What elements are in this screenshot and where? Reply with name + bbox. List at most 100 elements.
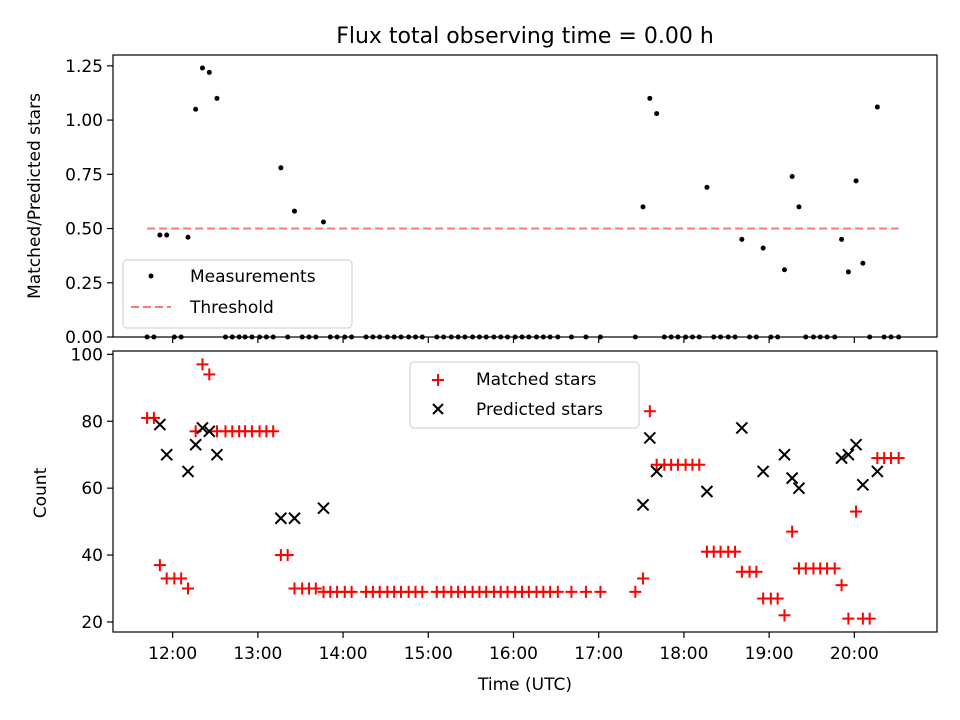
bottom-y-tick-label: 100 [71, 345, 103, 365]
measurement-point [839, 236, 845, 242]
predicted-stars-legend-marker [432, 403, 444, 415]
matched-star-marker [565, 585, 578, 598]
top-y-axis-label: Matched/Predicted stars [25, 93, 45, 299]
matched-star-marker [637, 572, 650, 585]
top-chart-title: Flux total observing time = 0.00 h [336, 24, 714, 49]
x-axis-label: Time (UTC) [477, 675, 572, 695]
measurement-point [796, 204, 802, 210]
predicted-star-marker [274, 512, 288, 525]
matched-star-marker [693, 458, 706, 471]
top-y-tick-label: 1.00 [65, 111, 103, 131]
matched-star-marker [850, 505, 863, 518]
measurements-legend-label: Measurements [190, 267, 316, 287]
matched-star-marker [842, 612, 855, 625]
predicted-star-marker [203, 425, 216, 438]
bottom-y-tick-label: 40 [81, 546, 103, 566]
x-tick-label: 16:00 [489, 644, 538, 664]
predicted-star-marker [792, 481, 806, 495]
bottom-legend-box [409, 361, 640, 429]
measurement-point [874, 104, 880, 110]
x-tick-label: 20:00 [830, 644, 879, 664]
measurement-point [320, 219, 326, 225]
matched-star-marker [147, 411, 160, 424]
measurement-point [845, 269, 851, 275]
x-tick-label: 18:00 [659, 644, 708, 664]
predicted-star-marker [756, 465, 770, 478]
matched-star-marker [828, 562, 841, 575]
predicted-stars-legend-label: Predicted stars [476, 400, 603, 420]
bottom-y-tick-label: 80 [81, 412, 103, 432]
matched-star-marker [175, 572, 188, 585]
matched-star-marker [551, 585, 564, 598]
measurement-point [704, 184, 710, 190]
predicted-star-marker [636, 498, 650, 512]
measurement-point [654, 111, 660, 117]
bottom-plot: 20 40 60 80 100 12:00 13:00 14:00 15:00 16:00 17:… [31, 345, 938, 695]
x-tick-label: 12:00 [148, 644, 197, 664]
top-legend-box [122, 259, 353, 329]
predicted-star-marker [181, 465, 195, 478]
bottom-legend: Matched stars Predicted stars [409, 361, 640, 429]
matched-star-marker [786, 525, 799, 538]
matched-star-marker [863, 612, 876, 625]
matched-stars-legend-label: Matched stars [476, 370, 596, 390]
x-tick-label: 19:00 [745, 644, 794, 664]
measurements-legend-marker [148, 273, 154, 279]
top-y-tick-label: 0.00 [65, 328, 103, 348]
matched-star-marker [771, 592, 784, 605]
bottom-y-tick-label: 20 [81, 613, 103, 633]
x-tick-label: 15:00 [404, 644, 453, 664]
measurement-point [199, 65, 205, 71]
predicted-star-marker [735, 421, 749, 435]
predicted-star-marker [317, 502, 330, 515]
x-tick-label: 14:00 [319, 644, 368, 664]
measurement-point [647, 95, 653, 101]
predicted-star-marker [871, 465, 884, 478]
measurement-point [193, 106, 199, 112]
matched-star-marker [281, 549, 294, 562]
matched-star-marker [345, 585, 358, 598]
matched-star-marker [579, 585, 592, 598]
predicted-star-marker [643, 431, 657, 445]
x-tick-label: 13:00 [233, 644, 282, 664]
matched-star-marker [181, 582, 194, 595]
threshold-legend-label: Threshold [189, 298, 274, 318]
measurement-point [781, 267, 787, 273]
predicted-star-marker [785, 471, 799, 485]
matched-star-marker [196, 358, 209, 371]
matched-star-marker [629, 585, 642, 598]
measurement-point [760, 245, 766, 251]
measurement-point [206, 69, 212, 75]
top-plot: 0.00 0.25 0.50 0.75 1.00 1.25 Matched/Predict… [25, 54, 938, 348]
measurement-point [214, 95, 220, 101]
predicted-star-marker [288, 512, 301, 525]
top-y-tick-label: 1.25 [65, 57, 103, 77]
bottom-y-axis-label: Count [31, 467, 51, 518]
top-plot-frame [112, 54, 938, 338]
predicted-star-marker [842, 448, 855, 461]
measurement-point [164, 232, 170, 238]
measurement-point [278, 165, 284, 171]
predicted-star-marker [849, 438, 863, 451]
matched-star-marker [729, 545, 742, 558]
matched-star-marker [750, 565, 763, 578]
matched-star-marker [892, 452, 905, 465]
matched-star-marker [416, 585, 429, 598]
x-tick-label: 17:00 [574, 644, 623, 664]
predicted-star-marker [153, 418, 167, 431]
predicted-star-marker [856, 478, 870, 492]
measurement-point [789, 173, 795, 179]
predicted-star-marker [778, 448, 791, 461]
measurement-point [860, 260, 866, 266]
predicted-star-marker [189, 438, 202, 451]
measurement-point [640, 204, 646, 210]
predicted-star-marker [196, 421, 209, 435]
top-y-tick-label: 0.50 [65, 220, 103, 240]
top-legend: Measurements Threshold [122, 259, 353, 329]
matched-star-marker [203, 368, 216, 381]
matched-star-marker [309, 582, 322, 595]
measurement-point [157, 232, 163, 238]
measurement-point [185, 234, 191, 240]
